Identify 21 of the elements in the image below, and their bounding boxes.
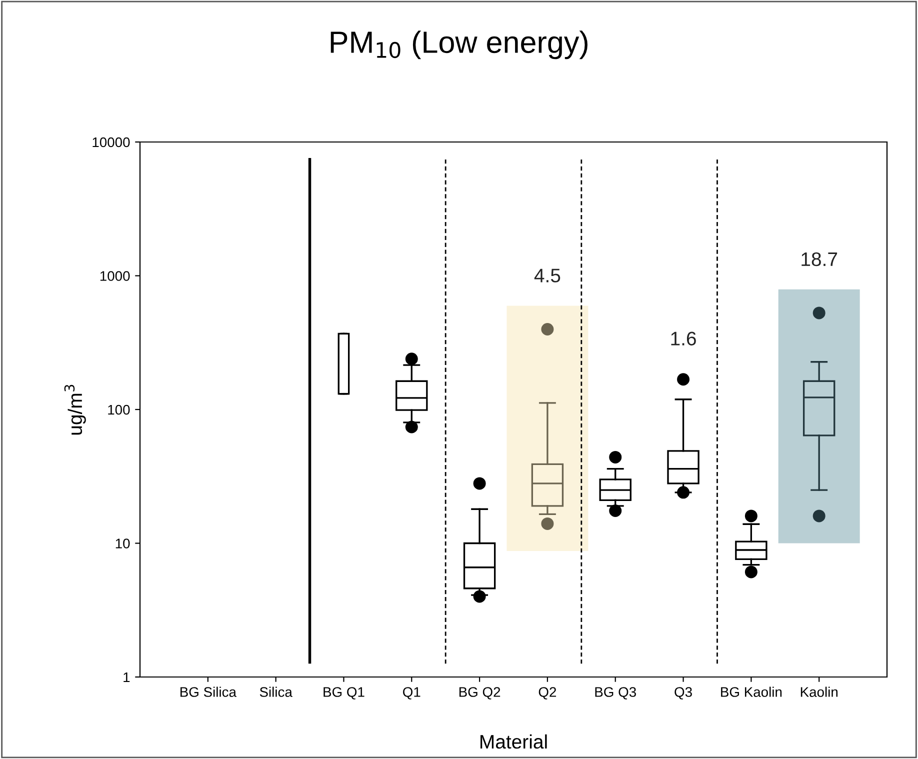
- x-tick-label: Silica: [260, 686, 292, 697]
- text: 4.5: [534, 268, 560, 282]
- x-tick-label: BG Q2: [459, 687, 500, 700]
- x-axis-title: Material: [480, 734, 547, 749]
- x-tick-label: Kaolin: [800, 686, 838, 697]
- x-tick-label: Q1: [403, 687, 420, 700]
- y-tick-label: 10: [116, 538, 130, 548]
- x-tick-label: Q2: [538, 687, 556, 700]
- x-tick-label: BG Q1: [324, 687, 364, 700]
- text: 18.7: [802, 252, 838, 266]
- x-tick-label: Q3: [674, 687, 692, 700]
- chart-title: PM$_{10}$ (Low energy): [330, 30, 588, 60]
- x-tick-label: BG Q3: [595, 687, 636, 700]
- y-tick-label: 10000: [92, 137, 130, 148]
- y-axis-title: ug/m$^{3}$: [64, 384, 86, 435]
- y-tick-label: 1: [124, 672, 130, 682]
- y-tick-label: 1000: [100, 271, 130, 281]
- y-tick-label: 100: [108, 404, 130, 415]
- x-tick-label: BG Silica: [180, 686, 236, 697]
- x-tick-label: BG Kaolin: [721, 686, 782, 697]
- text: 1.6: [671, 332, 696, 346]
